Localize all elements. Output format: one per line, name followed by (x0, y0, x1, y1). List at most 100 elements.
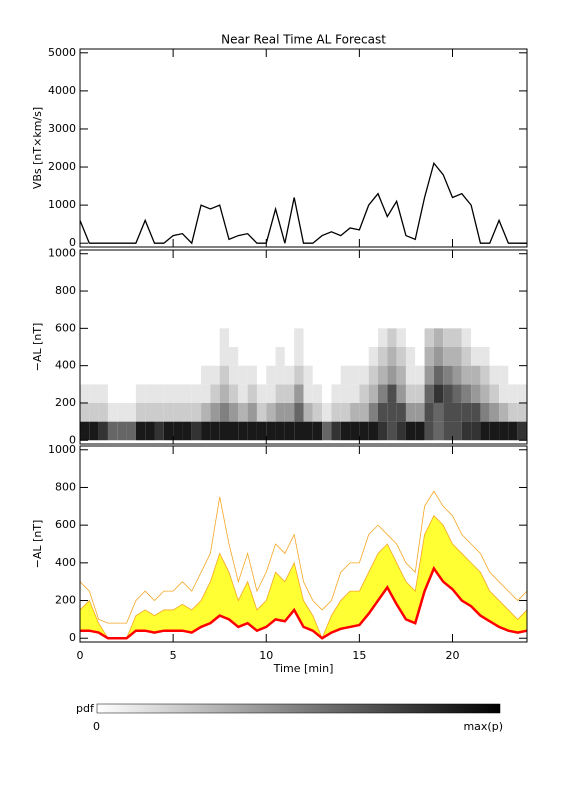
pdf-cell (312, 347, 323, 366)
pdf-cell (163, 328, 174, 347)
pdf-cell (489, 384, 500, 403)
pdf-cell (294, 402, 304, 422)
pdf-cell (135, 384, 146, 403)
pdf-cell (117, 421, 127, 441)
pdf-cell (126, 421, 136, 441)
pdf-cell (499, 421, 509, 441)
pdf-cell (191, 384, 202, 403)
pdf-cell (182, 365, 192, 385)
pdf-cell (256, 365, 267, 385)
pdf-cell (107, 328, 118, 347)
pdf-cell (508, 365, 518, 385)
pdf-cell (210, 384, 220, 403)
pdf-cell (294, 328, 304, 347)
colorbar (96, 703, 501, 714)
median-line (80, 565, 528, 640)
pdf-cell (80, 347, 90, 366)
pdf-cell (191, 347, 202, 366)
y-tick-label: 0 (69, 631, 76, 644)
pdf-cell (415, 384, 425, 403)
y-tick-label: 1000 (48, 198, 76, 211)
pdf-cell (452, 328, 462, 347)
pdf-cell (517, 421, 527, 441)
pdf-cell (98, 384, 108, 403)
plot-frame (79, 48, 528, 248)
y-tick-label: 1000 (48, 443, 76, 456)
pdf-cell (275, 384, 285, 403)
pdf-cell (452, 384, 462, 403)
pdf-cell (154, 328, 164, 347)
pdf-cell (126, 328, 136, 347)
x-tick-label: 15 (352, 649, 366, 662)
pdf-cell (378, 421, 388, 441)
pdf-cell (517, 328, 527, 347)
y-tick-label: 0 (69, 433, 76, 446)
x-tick-label: 0 (77, 649, 84, 662)
pdf-cell (107, 421, 118, 441)
pdf-cell (294, 365, 304, 385)
pdf-cell (359, 402, 369, 422)
pdf-cell (238, 402, 248, 422)
y-tick-label: 5000 (48, 46, 76, 59)
pdf-cell (517, 402, 527, 422)
pdf-cell (499, 384, 509, 403)
pdf-cell (368, 347, 378, 366)
pdf-cell (303, 384, 313, 403)
pdf-cell (359, 347, 369, 366)
pdf-cell (368, 402, 378, 422)
pdf-cell (443, 347, 453, 366)
pdf-cell (471, 384, 481, 403)
pdf-cell (508, 421, 518, 441)
pdf-cell (80, 365, 90, 385)
pdf-cell (89, 384, 99, 403)
pdf-cell (182, 384, 192, 403)
y-tick-label: 200 (55, 594, 76, 607)
pdf-cell (219, 365, 229, 385)
pdf-cell (154, 384, 164, 403)
pdf-cell (89, 365, 99, 385)
pdf-cell (163, 402, 174, 422)
pdf-cell (461, 421, 472, 441)
pdf-cell (396, 421, 406, 441)
pdf-cell (378, 402, 388, 422)
pdf-cell (89, 347, 99, 366)
pdf-cell (312, 328, 323, 347)
y-axis-label: −AL [nT] (31, 323, 44, 372)
pdf-cell (182, 402, 192, 422)
pdf-cell (266, 421, 276, 441)
pdf-cell (135, 402, 146, 422)
pdf-cell (359, 328, 369, 347)
pdf-cell (433, 347, 444, 366)
pdf-cell (387, 365, 397, 385)
pdf-cell (405, 365, 416, 385)
pdf-cell (266, 384, 276, 403)
pdf-cell (340, 328, 351, 347)
pdf-cell (98, 365, 108, 385)
pdf-cell (135, 421, 146, 441)
pdf-cell (359, 421, 369, 441)
pdf-cell (98, 402, 108, 422)
pdf-cell (107, 365, 118, 385)
pdf-cell (340, 384, 351, 403)
pdf-cell (238, 365, 248, 385)
pdf-cell (350, 402, 360, 422)
pdf-cell (368, 365, 378, 385)
pdf-cell (266, 402, 276, 422)
pdf-cell (201, 365, 211, 385)
pdf-cell (489, 328, 500, 347)
pdf-cell (173, 421, 183, 441)
pdf-cell (322, 384, 332, 403)
y-tick-label: 3000 (48, 122, 76, 135)
pdf-cell (359, 365, 369, 385)
pdf-cell (396, 402, 406, 422)
pdf-cell (275, 328, 285, 347)
pdf-cell (126, 365, 136, 385)
pdf-cell (424, 328, 434, 347)
pdf-cell (182, 421, 192, 441)
pdf-cell (322, 347, 332, 366)
pdf-cell (359, 384, 369, 403)
y-tick-label: 2000 (48, 160, 76, 173)
pdf-cell (284, 365, 295, 385)
y-tick-label: 800 (55, 480, 76, 493)
pdf-cell (471, 402, 481, 422)
